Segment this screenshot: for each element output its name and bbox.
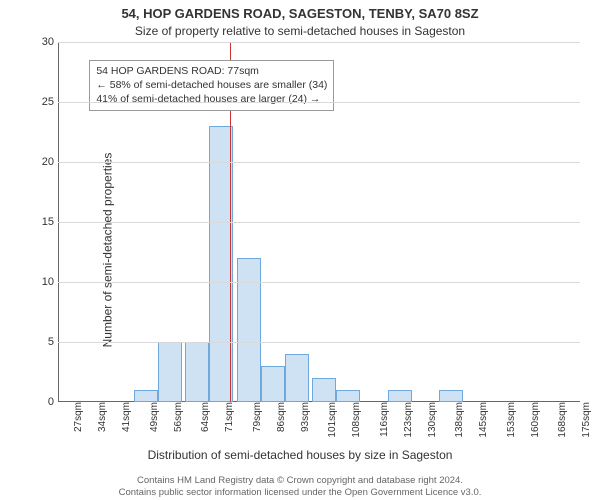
histogram-bar [261, 366, 285, 402]
histogram-bar [158, 342, 182, 402]
gridline [58, 222, 580, 223]
histogram-bar [336, 390, 360, 402]
y-tick-label: 20 [42, 156, 58, 168]
histogram-bar [439, 390, 463, 402]
gridline [58, 42, 580, 43]
gridline [58, 162, 580, 163]
histogram-bar [134, 390, 158, 402]
gridline [58, 282, 580, 283]
chart-title: 54, HOP GARDENS ROAD, SAGESTON, TENBY, S… [0, 6, 600, 21]
x-tick-label: 56sqm [173, 402, 184, 432]
x-tick-label: 93sqm [300, 402, 311, 432]
y-tick-label: 10 [42, 276, 58, 288]
x-tick-label: 108sqm [351, 402, 362, 438]
annotation-line-2: ← 58% of semi-detached houses are smalle… [96, 78, 327, 92]
y-tick-label: 5 [48, 336, 58, 348]
footer-text: Contains HM Land Registry data © Crown c… [0, 475, 600, 498]
x-tick-label: 64sqm [200, 402, 211, 432]
x-tick-label: 130sqm [427, 402, 438, 438]
x-tick-label: 123sqm [403, 402, 414, 438]
y-tick-label: 0 [48, 396, 58, 408]
x-tick-label: 79sqm [252, 402, 263, 432]
histogram-bar [237, 258, 261, 402]
annotation-line-3: 41% of semi-detached houses are larger (… [96, 92, 327, 106]
x-tick-label: 41sqm [121, 402, 132, 432]
x-tick-label: 27sqm [73, 402, 84, 432]
y-tick-label: 30 [42, 36, 58, 48]
x-tick-label: 86sqm [276, 402, 287, 432]
histogram-bar [388, 390, 412, 402]
x-axis-caption: Distribution of semi-detached houses by … [0, 448, 600, 462]
x-tick-label: 49sqm [149, 402, 160, 432]
x-tick-label: 175sqm [581, 402, 592, 438]
x-tick-label: 101sqm [327, 402, 338, 438]
x-tick-label: 153sqm [506, 402, 517, 438]
gridline [58, 342, 580, 343]
x-tick-labels: 27sqm 34sqm 41sqm 49sqm 56sqm 64sqm 71sqm 79sqm… [58, 402, 580, 452]
histogram-bar [285, 354, 309, 402]
x-tick-label: 71sqm [224, 402, 235, 432]
chart-subtitle: Size of property relative to semi-detach… [0, 24, 600, 38]
x-tick-label: 168sqm [557, 402, 568, 438]
annotation-line-1: 54 HOP GARDENS ROAD: 77sqm [96, 64, 327, 78]
x-tick-label: 34sqm [97, 402, 108, 432]
y-tick-label: 25 [42, 96, 58, 108]
histogram-bar [312, 378, 336, 402]
footer-line-1: Contains HM Land Registry data © Crown c… [0, 475, 600, 486]
x-tick-label: 145sqm [478, 402, 489, 438]
histogram-bar [185, 342, 209, 402]
chart-container: { "title": "54, HOP GARDENS ROAD, SAGEST… [0, 0, 600, 500]
gridline [58, 102, 580, 103]
x-tick-label: 160sqm [530, 402, 541, 438]
y-tick-label: 15 [42, 216, 58, 228]
footer-line-2: Contains public sector information licen… [0, 487, 600, 498]
plot-area: 54 HOP GARDENS ROAD: 77sqm ← 58% of semi… [58, 42, 580, 402]
x-tick-label: 116sqm [379, 402, 390, 437]
x-tick-label: 138sqm [454, 402, 465, 438]
